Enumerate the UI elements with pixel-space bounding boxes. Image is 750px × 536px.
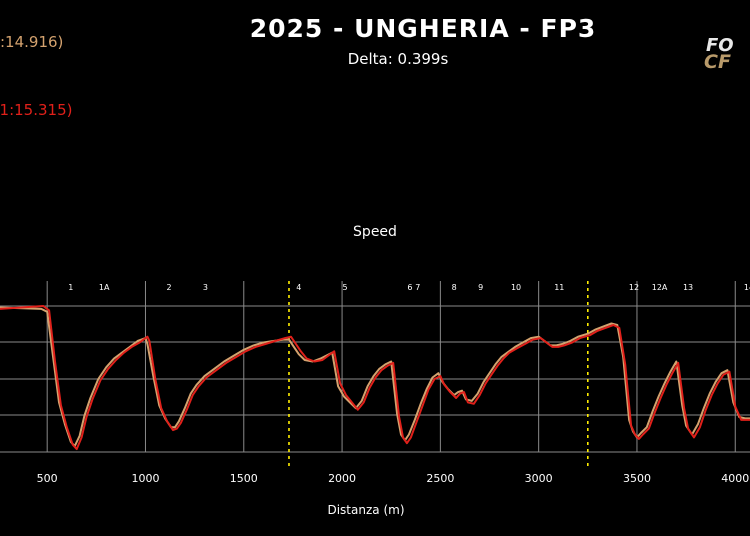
corner-label: 12 xyxy=(629,283,639,292)
lap-time-driver-2: 01:15.315) xyxy=(0,101,73,119)
logo-text-line-2: CF xyxy=(704,51,731,73)
corner-label: 11 xyxy=(554,283,564,292)
brand-logo: FO CF xyxy=(704,30,750,74)
x-tick-label: 4000 xyxy=(721,472,749,485)
corner-label: 4 xyxy=(296,283,301,292)
corner-label: 9 xyxy=(478,283,483,292)
delta-label: Delta: 0.399s xyxy=(347,50,449,68)
speed-line-series-2 xyxy=(0,305,750,451)
x-tick-label: 2500 xyxy=(426,472,454,485)
corner-label: 5 xyxy=(342,283,347,292)
x-tick-label: 2000 xyxy=(328,472,356,485)
x-tick-label: 1500 xyxy=(230,472,258,485)
x-tick-label: 500 xyxy=(37,472,58,485)
speed-line-series-1 xyxy=(0,306,750,448)
logo-text-line-1: FO xyxy=(706,35,734,56)
x-tick-label: 3000 xyxy=(525,472,553,485)
corner-label: 8 xyxy=(452,283,457,292)
lap-time-driver-1: :14.916) xyxy=(0,33,64,51)
x-axis-label: Distanza (m) xyxy=(327,503,405,517)
chart-title: Speed xyxy=(353,224,397,240)
corner-label: 3 xyxy=(203,283,208,292)
corner-label: 7 xyxy=(415,283,420,292)
corner-label: 1A xyxy=(99,283,110,292)
corner-label: 6 xyxy=(407,283,412,292)
x-tick-label: 3500 xyxy=(623,472,651,485)
corner-label: 14 xyxy=(744,283,750,292)
corner-label: 10 xyxy=(511,283,521,292)
page-title: 2025 - UNGHERIA - FP3 xyxy=(249,14,597,43)
corner-label: 13 xyxy=(683,283,693,292)
corner-label: 2 xyxy=(167,283,172,292)
corner-label: 1 xyxy=(68,283,73,292)
x-tick-label: 1000 xyxy=(131,472,159,485)
corner-label: 12A xyxy=(652,283,668,292)
